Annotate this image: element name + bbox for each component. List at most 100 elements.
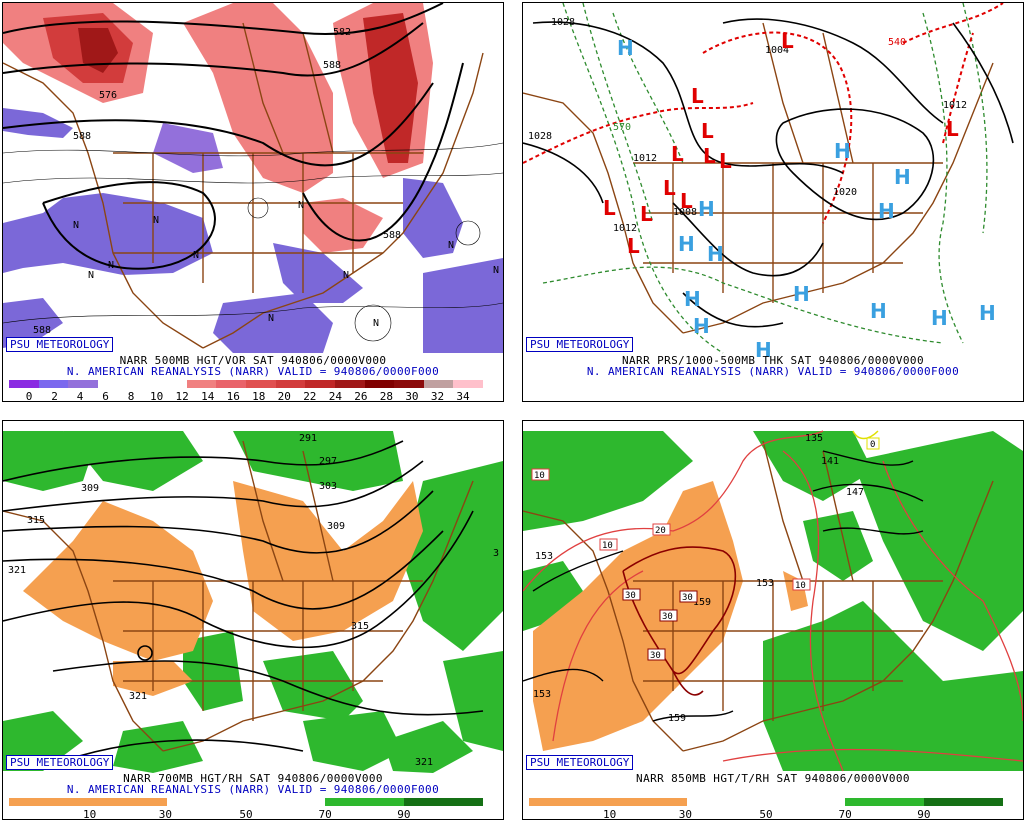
geo-borders [523, 440, 994, 752]
colorbar-segment [334, 380, 365, 388]
colorbar-tick-label: 8 [127, 390, 135, 402]
isobar-label: 1020 [833, 187, 857, 198]
thin-contours [3, 142, 503, 342]
height-rh-map: 291 297 303 309 309 315 321 315 321 321 … [3, 431, 503, 773]
svg-text:10: 10 [523, 421, 534, 424]
temperature-contours [523, 430, 1023, 772]
contour-label: 309 [327, 521, 345, 532]
colorbar-tick-label: 28 [379, 390, 394, 402]
psu-meteorology-badge: PSU METEOROLOGY [6, 337, 114, 352]
geo-borders [3, 22, 484, 349]
colorbar-tick-label: 12 [175, 390, 189, 402]
colorbar-segment [97, 380, 128, 388]
height-contours [3, 440, 484, 762]
colorbar-segment [216, 380, 246, 388]
contour-label: 153 [533, 689, 551, 700]
svg-text:N: N [343, 270, 349, 281]
svg-text:H: H [793, 282, 810, 306]
colorbar-segment [275, 380, 306, 388]
contour-label: 321 [415, 757, 433, 768]
colorbar-segment [157, 380, 187, 388]
contour-label: 582 [333, 27, 351, 38]
svg-text:N: N [373, 318, 379, 329]
contour-label: 321 [8, 565, 26, 576]
contour-label: 588 [383, 230, 401, 241]
svg-text:H: H [617, 36, 634, 60]
svg-text:30: 30 [662, 612, 673, 622]
isobar-label: 1028 [551, 17, 575, 28]
contour-label: 141 [821, 456, 839, 467]
temperature-label-box: 30 [659, 609, 678, 622]
thickness-contours [542, 3, 988, 354]
svg-text:H: H [894, 165, 911, 189]
colorbar-segment [305, 380, 335, 388]
svg-text:0: 0 [870, 440, 875, 450]
colorbar-tick-label: 30 [678, 808, 693, 820]
colorbar-segment [364, 380, 395, 388]
panel-caption-line2: N. AMERICAN REANALYSIS (NARR) VALID = 94… [66, 783, 440, 796]
svg-text:N: N [88, 270, 94, 281]
svg-text:L: L [781, 29, 794, 53]
thickness-label: 570 [613, 122, 631, 133]
colorbar-segment [394, 380, 424, 388]
colorbar-tick-label: 30 [405, 390, 419, 402]
colorbar-tick-label: 2 [51, 390, 58, 402]
svg-text:L: L [627, 234, 640, 258]
contour-label: 588 [323, 60, 341, 71]
panel-caption-line1: NARR 500MB HGT/VOR SAT 940806/0000V000 [119, 354, 387, 367]
contour-label: 588 [33, 325, 51, 336]
height-contours [3, 3, 464, 270]
colorbar-segment [186, 380, 217, 388]
svg-text:L: L [663, 176, 676, 200]
isobars [523, 18, 1014, 328]
colorbar-tick-label: 14 [201, 390, 215, 402]
contour-label: 147 [846, 487, 864, 498]
colorbar-segment [68, 380, 98, 388]
svg-text:N: N [448, 240, 454, 251]
temperature-label-box: 30 [647, 648, 666, 661]
contour-label: 315 [27, 515, 45, 526]
contour-label: 291 [299, 433, 317, 444]
svg-text:H: H [678, 232, 695, 256]
height-labels: 135 141 147 153 153 153 159 159 [533, 433, 864, 724]
svg-text:30: 30 [625, 591, 636, 601]
temperature-labels: 0 10 20 30 30 30 10 10 10 30 [523, 421, 880, 661]
panel-caption-line1: NARR 700MB HGT/RH SAT 940806/0000V000 [123, 772, 383, 785]
panel-caption-line1: NARR PRS/1000-500MB THK SAT 940806/0000V… [622, 354, 924, 367]
colorbar-segment [453, 380, 483, 388]
svg-text:N: N [493, 265, 499, 276]
svg-text:L: L [680, 189, 693, 213]
colorbar-tick-label: 24 [328, 390, 342, 402]
contour-label: 303 [319, 481, 337, 492]
svg-text:L: L [603, 196, 616, 220]
isobar-label: 1012 [943, 100, 967, 111]
temperature-label-box: 20 [652, 523, 671, 536]
panel-700mb-height-rh: 291 297 303 309 309 315 321 315 321 321 … [2, 420, 504, 820]
temperature-label-box: 10 [792, 578, 811, 591]
svg-text:H: H [707, 242, 724, 266]
vorticity-shading [3, 3, 503, 353]
colorbar-tick-label: 70 [838, 808, 852, 820]
colorbar-tick-label: 10 [82, 808, 97, 820]
svg-text:30: 30 [682, 593, 693, 603]
colorbar-tick-label: 0 [25, 390, 33, 402]
panel-caption-line1: NARR 850MB HGT/T/RH SAT 940806/0000V000 [636, 772, 910, 785]
svg-text:H: H [698, 197, 715, 221]
vorticity-min-markers: N N N N N N N N N N N [73, 200, 499, 329]
colorbar-tick-label: 50 [759, 808, 773, 820]
svg-text:H: H [834, 139, 851, 163]
panel-caption-line2: N. AMERICAN REANALYSIS (NARR) VALID = 94… [66, 365, 440, 378]
svg-text:30: 30 [650, 651, 661, 661]
svg-text:L: L [691, 84, 704, 108]
svg-text:N: N [298, 200, 304, 211]
contour-label: 576 [99, 90, 117, 101]
temperature-label-box: 10 [523, 421, 534, 424]
isobar-label: 1028 [528, 131, 552, 142]
pressure-thickness-map: 1028 1028 1004 540 1012 1020 1012 1012 1… [523, 3, 1014, 362]
colorbar-tick-label: 22 [303, 390, 317, 402]
temperature-label-box: 10 [531, 468, 550, 481]
colorbar-tick-label: 4 [76, 390, 84, 402]
colorbar-tick-label: 34 [456, 390, 470, 402]
psu-meteorology-badge: PSU METEOROLOGY [6, 755, 114, 770]
panel-pressure-thickness: 1028 1028 1004 540 1012 1020 1012 1012 1… [522, 2, 1024, 402]
